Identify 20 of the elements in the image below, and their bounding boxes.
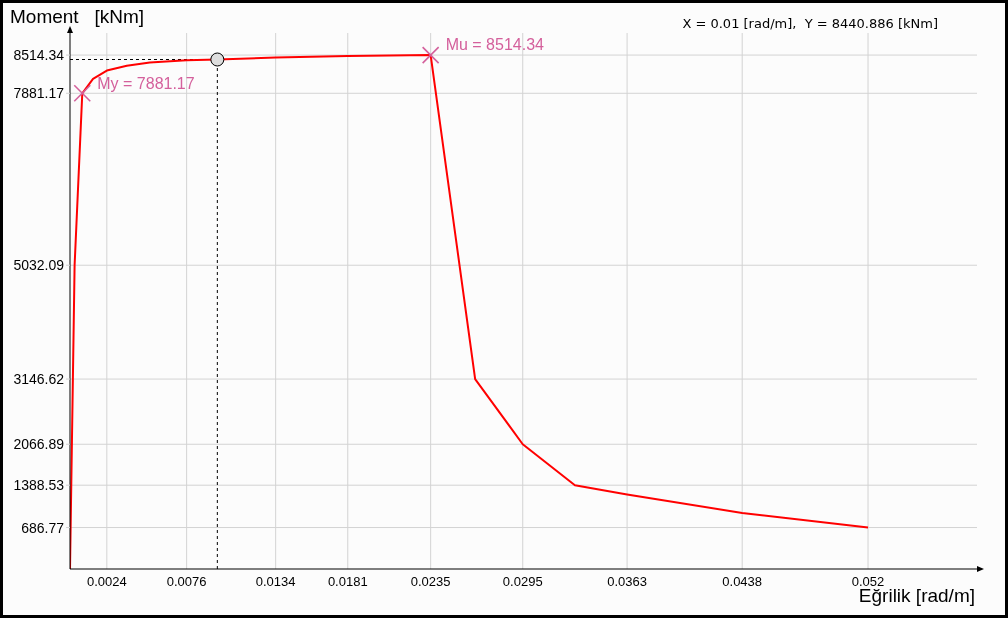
- y-tick-label: 686.77: [21, 519, 65, 536]
- y-axis-title: Moment [kNm]: [10, 6, 145, 28]
- text: X = 0.01 [rad/m], Y = 8440.886 [kNm]: [682, 16, 938, 31]
- x-tick-label: 0.0363: [607, 574, 647, 590]
- y-tick-label: 2066.89: [13, 436, 65, 453]
- x-tick-label: 0.0181: [327, 574, 368, 590]
- x-tick-label: 0.0438: [722, 574, 763, 590]
- x-tick-label: 0.0134: [255, 574, 296, 590]
- data-label: Mu = 8514.34: [445, 36, 545, 54]
- x-tick-label: 0.0024: [86, 574, 127, 590]
- y-tick-label: 3146.62: [13, 371, 65, 388]
- y-tick-label: 5032.09: [13, 257, 65, 274]
- y-tick-label: 8514.34: [13, 47, 65, 64]
- data-label: My = 7881.17: [97, 74, 195, 92]
- y-tick-label: 1388.53: [13, 477, 65, 494]
- x-tick-label: 0.0076: [166, 574, 207, 590]
- y-tick-label: 7881.17: [13, 85, 65, 102]
- x-tick-label: 0.0295: [502, 574, 543, 590]
- point: [210, 52, 225, 67]
- x-tick-label: 0.0235: [410, 574, 451, 590]
